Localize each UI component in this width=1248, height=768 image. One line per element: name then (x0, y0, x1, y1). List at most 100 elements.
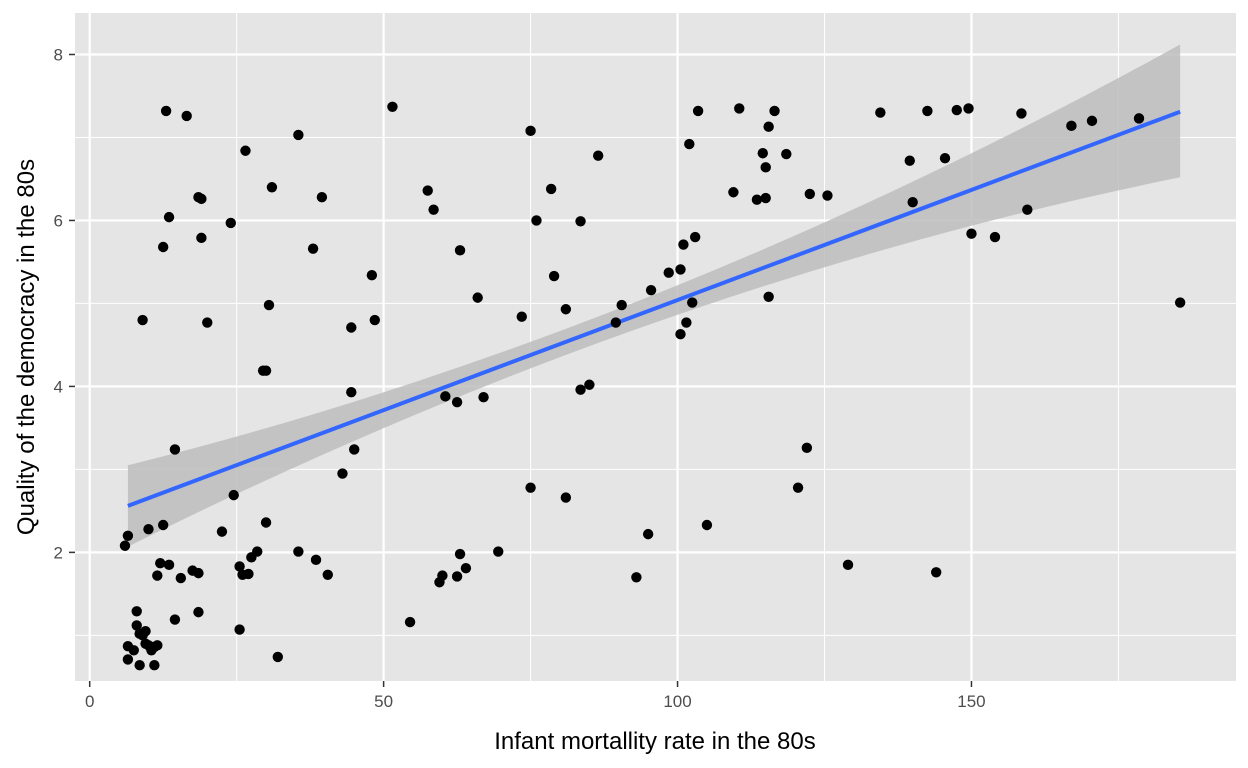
data-point (525, 482, 536, 493)
data-point (234, 624, 245, 635)
data-point (801, 442, 813, 454)
data-point (131, 620, 142, 631)
data-point (119, 540, 131, 551)
data-point (472, 292, 483, 303)
data-point (930, 567, 942, 578)
data-point (584, 379, 595, 390)
data-point (451, 396, 463, 408)
data-point (160, 105, 172, 117)
data-point (631, 572, 642, 583)
data-point (193, 606, 204, 618)
data-point (175, 572, 187, 584)
x-tick-label: 50 (374, 692, 393, 711)
data-point (337, 468, 348, 479)
data-point (525, 125, 536, 137)
fit-line (127, 109, 1181, 508)
data-point (616, 299, 627, 311)
data-point (963, 103, 974, 114)
data-point (460, 562, 472, 574)
x-axis-title: Infant mortallity rate in the 80s (494, 728, 816, 755)
data-point (951, 104, 962, 116)
data-point (137, 314, 148, 326)
data-point (169, 444, 181, 455)
data-point (131, 606, 142, 617)
data-point (122, 654, 134, 665)
data-point (169, 614, 181, 625)
data-point (152, 640, 163, 651)
data-point (769, 105, 780, 117)
data-point (163, 559, 175, 571)
data-point (293, 129, 304, 141)
x-tick-label: 100 (663, 692, 691, 711)
data-points (119, 101, 1186, 671)
data-point (404, 616, 416, 628)
data-point (149, 660, 160, 671)
data-point (155, 557, 166, 569)
data-point (922, 105, 933, 117)
data-point (904, 155, 915, 166)
data-point (675, 264, 686, 275)
data-point (193, 567, 204, 579)
data-point (645, 284, 657, 296)
data-point (989, 231, 1001, 243)
data-point (966, 228, 977, 239)
data-point (234, 561, 245, 572)
data-point (792, 482, 804, 493)
data-point (734, 103, 745, 114)
data-point (692, 105, 704, 117)
data-point (128, 645, 139, 656)
data-point (1016, 108, 1027, 119)
data-point (260, 365, 272, 376)
data-point (675, 328, 686, 340)
y-tick-label: 4 (54, 377, 63, 396)
data-point (1086, 115, 1098, 127)
data-point (560, 492, 572, 503)
data-point (451, 571, 463, 582)
data-point (369, 314, 381, 326)
data-point (260, 517, 272, 528)
data-point (349, 444, 360, 455)
data-point (240, 145, 251, 156)
data-point (163, 211, 175, 223)
data-point (757, 148, 768, 159)
confidence-band-area (127, 44, 1181, 547)
data-point (346, 322, 357, 333)
y-tick-label: 6 (54, 211, 63, 230)
data-point (454, 548, 466, 560)
data-point (684, 138, 695, 150)
data-point (842, 559, 854, 571)
major-gridlines (75, 13, 1236, 681)
data-point (143, 523, 154, 535)
data-point (760, 162, 771, 173)
data-point (322, 569, 333, 580)
data-point (478, 392, 489, 403)
data-point (575, 384, 586, 395)
data-point (493, 546, 504, 557)
data-point (266, 182, 278, 193)
data-point (687, 297, 698, 308)
x-tick-label: 150 (957, 692, 985, 711)
data-point (134, 660, 145, 671)
y-axis-title: Quality of the democracy in the 80s (13, 159, 40, 535)
data-point (531, 215, 542, 226)
data-point (346, 387, 357, 398)
data-point (252, 546, 263, 557)
data-point (642, 528, 654, 540)
data-point (310, 554, 322, 566)
data-point (202, 317, 213, 328)
data-point (181, 110, 192, 122)
data-point (216, 526, 228, 537)
data-point (454, 245, 466, 256)
data-point (422, 185, 433, 196)
data-point (592, 150, 604, 161)
data-point (228, 489, 239, 501)
data-point (1066, 120, 1077, 132)
data-point (728, 187, 739, 198)
data-point (751, 194, 763, 205)
data-point (366, 270, 378, 281)
data-point (516, 311, 527, 322)
data-point (263, 299, 275, 311)
regression-line (127, 109, 1181, 508)
data-point (293, 546, 304, 557)
data-point (575, 216, 586, 227)
